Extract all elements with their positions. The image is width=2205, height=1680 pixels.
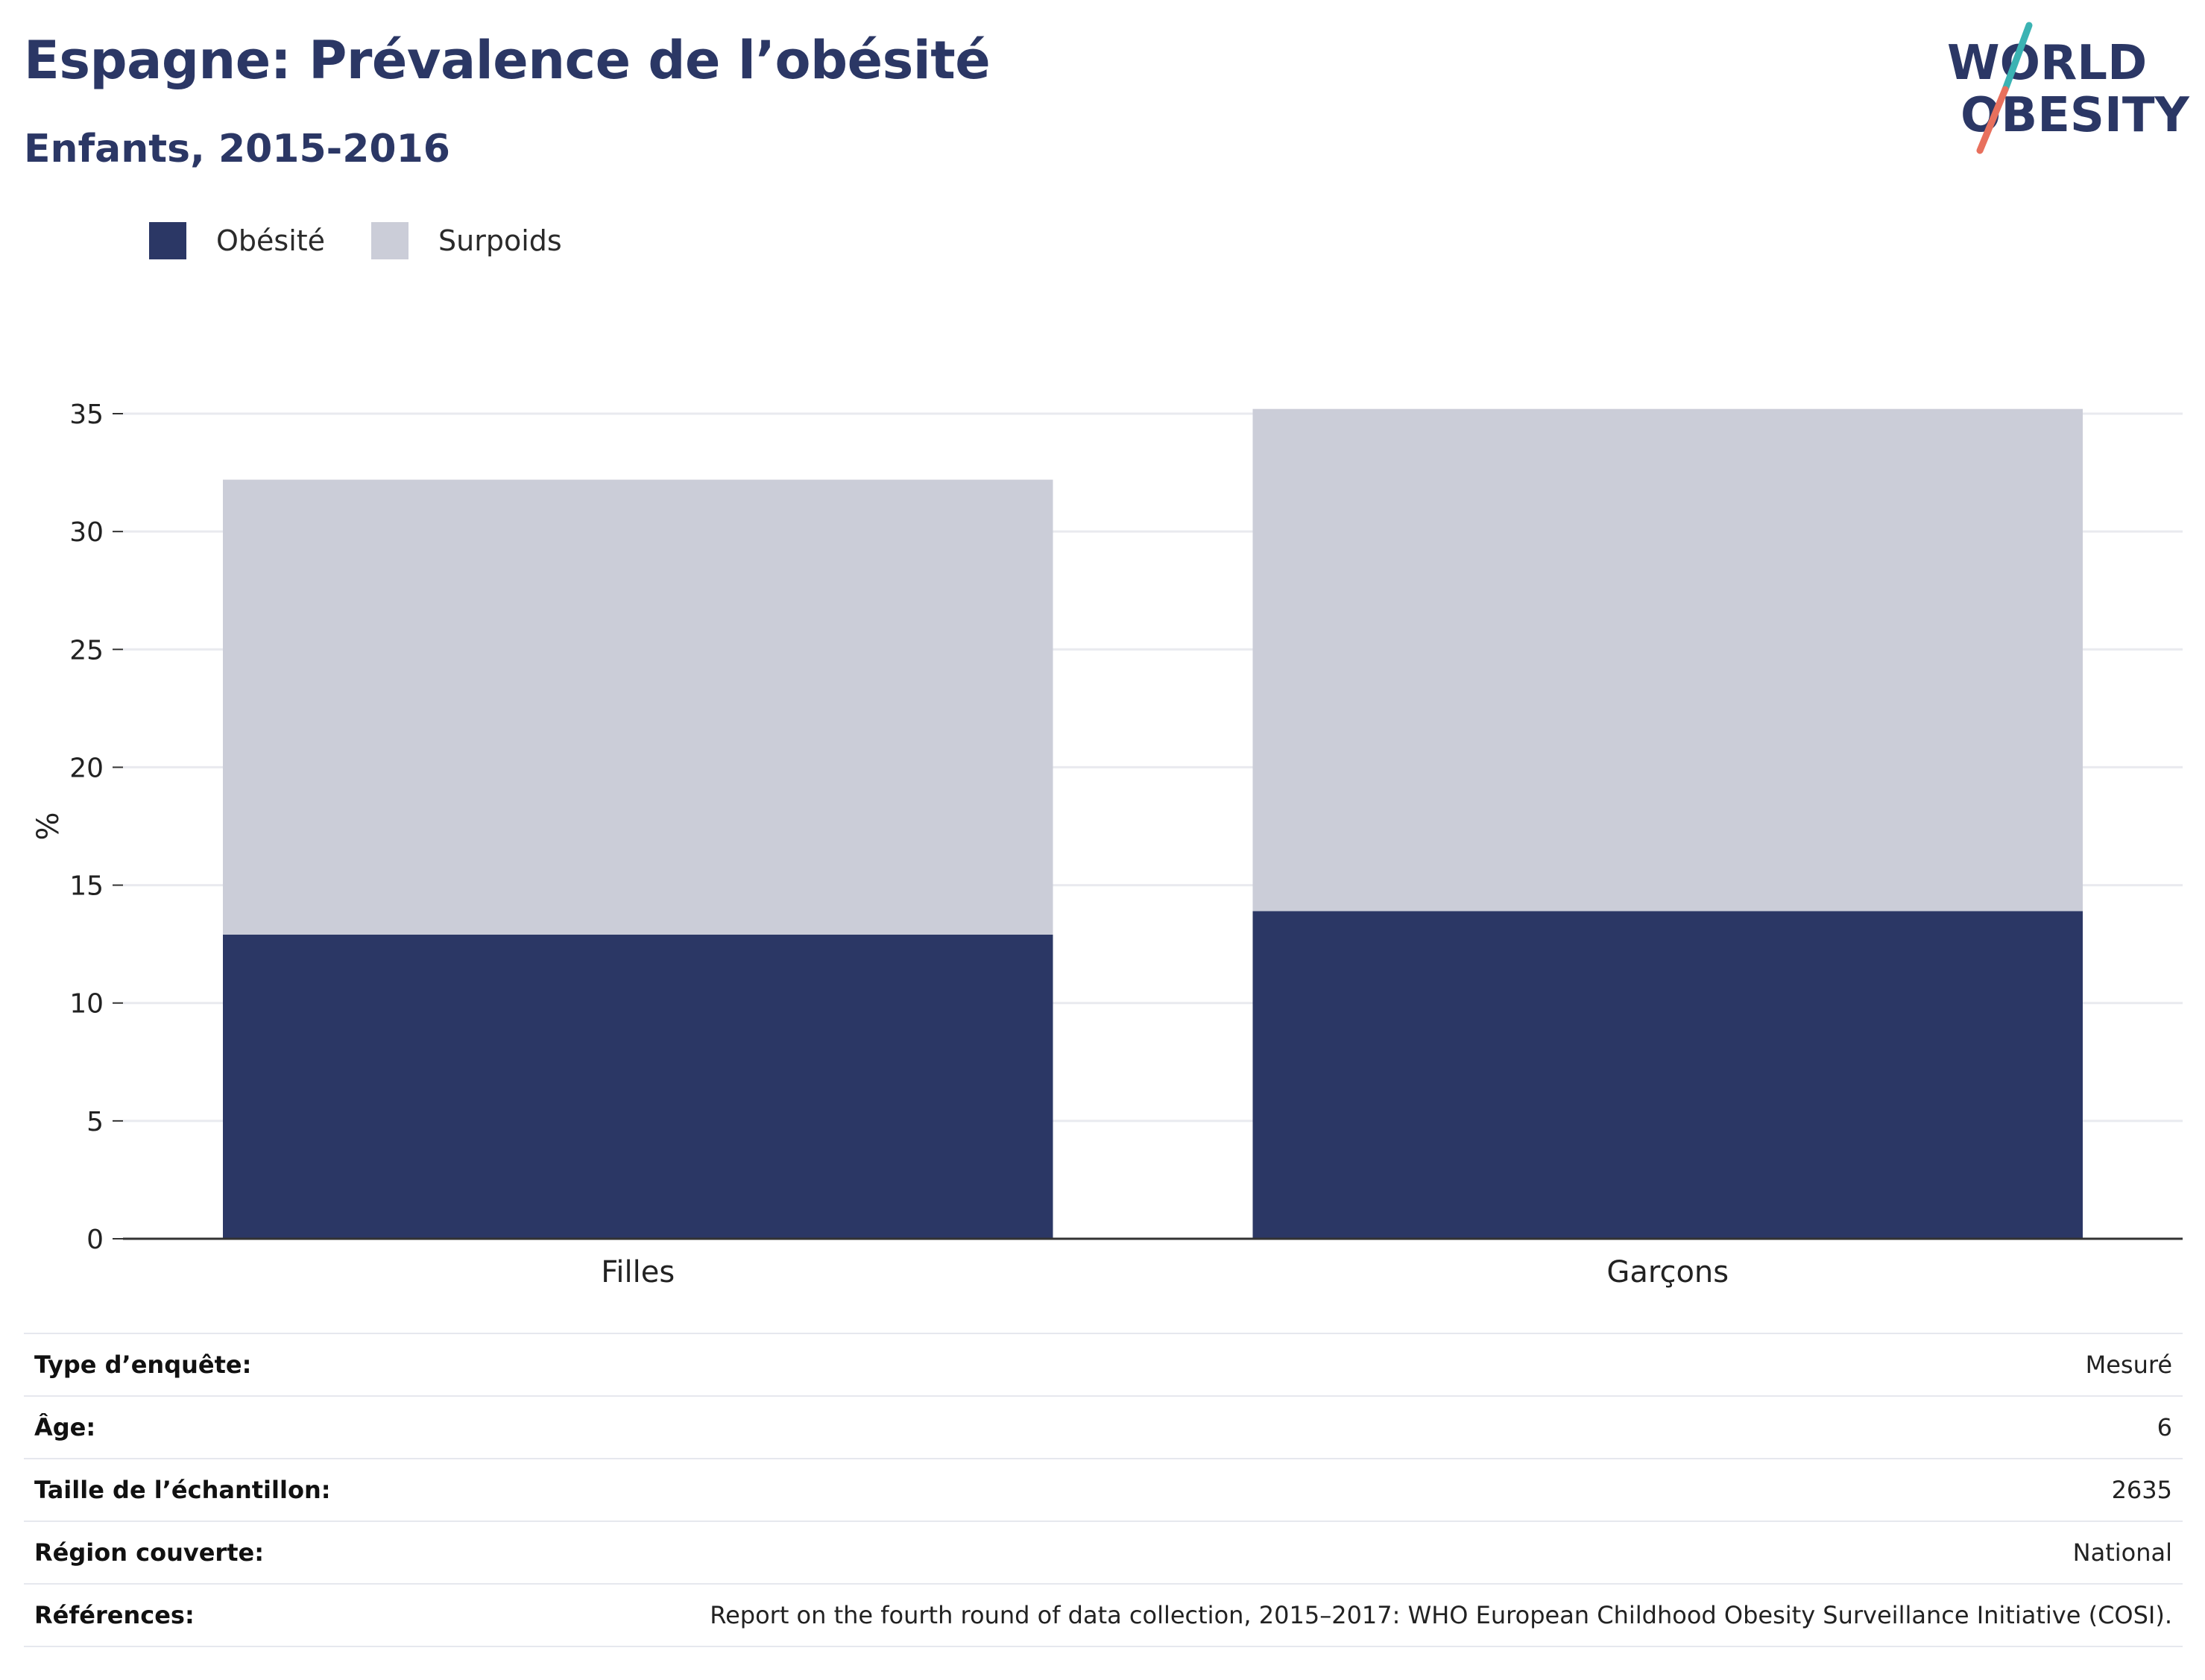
logo-slash-teal <box>2001 22 2033 93</box>
chart-subtitle: Enfants, 2015-2016 <box>24 127 450 171</box>
info-row-references: Références: Report on the fourth round o… <box>24 1583 2183 1647</box>
bar-overweight <box>223 479 1053 935</box>
info-label: Taille de l’échantillon: <box>34 1476 331 1504</box>
info-label: Références: <box>34 1601 195 1629</box>
info-row-sample-size: Taille de l’échantillon: 2635 <box>24 1458 2183 1520</box>
legend-swatch-obesity <box>149 222 186 259</box>
info-value: Mesuré <box>2085 1351 2172 1379</box>
info-value: National <box>2072 1538 2172 1567</box>
info-value: Report on the fourth round of data colle… <box>710 1601 2172 1629</box>
bar-overweight <box>1252 408 2083 912</box>
legend-item-overweight: Surpoids <box>371 222 562 259</box>
logo-slash-coral <box>1976 86 2009 154</box>
chart-legend: Obésité Surpoids <box>149 222 608 259</box>
survey-info-table: Type d’enquête: Mesuré Âge: 6 Taille de … <box>24 1333 2183 1647</box>
info-row-region: Région couverte: National <box>24 1520 2183 1583</box>
legend-label-obesity: Obésité <box>216 224 326 257</box>
y-tick-label: 25 <box>69 635 104 666</box>
info-value: 6 <box>2157 1413 2172 1441</box>
legend-item-obesity: Obésité <box>149 222 325 259</box>
x-tick-label: Filles <box>601 1255 675 1289</box>
y-axis-label: % <box>31 812 66 840</box>
x-tick-label: Garçons <box>1606 1255 1729 1289</box>
info-label: Type d’enquête: <box>34 1351 252 1379</box>
y-tick-label: 35 <box>69 400 104 430</box>
bar-obesity <box>223 934 1053 1239</box>
y-tick-label: 5 <box>86 1107 104 1137</box>
legend-swatch-overweight <box>371 222 409 259</box>
y-tick-label: 20 <box>69 753 104 783</box>
y-tick-label: 10 <box>69 989 104 1020</box>
y-tick-label: 0 <box>86 1225 104 1255</box>
info-value: 2635 <box>2111 1476 2172 1504</box>
chart-title: Espagne: Prévalence de l’obésité <box>24 30 991 91</box>
world-obesity-logo: WORLD OBESITY <box>1947 22 2189 154</box>
info-label: Âge: <box>34 1413 96 1441</box>
info-row-age: Âge: 6 <box>24 1395 2183 1458</box>
y-tick-label: 30 <box>69 517 104 548</box>
bar-obesity <box>1252 911 2083 1239</box>
y-tick-label: 15 <box>69 871 104 902</box>
info-label: Région couverte: <box>34 1538 264 1567</box>
legend-label-overweight: Surpoids <box>438 224 562 257</box>
logo-text-world: WORLD <box>1947 36 2147 91</box>
stacked-bar-chart: 0 5 10 15 20 25 30 35% Filles Garçons <box>31 400 2183 1289</box>
info-row-survey-type: Type d’enquête: Mesuré <box>24 1333 2183 1395</box>
